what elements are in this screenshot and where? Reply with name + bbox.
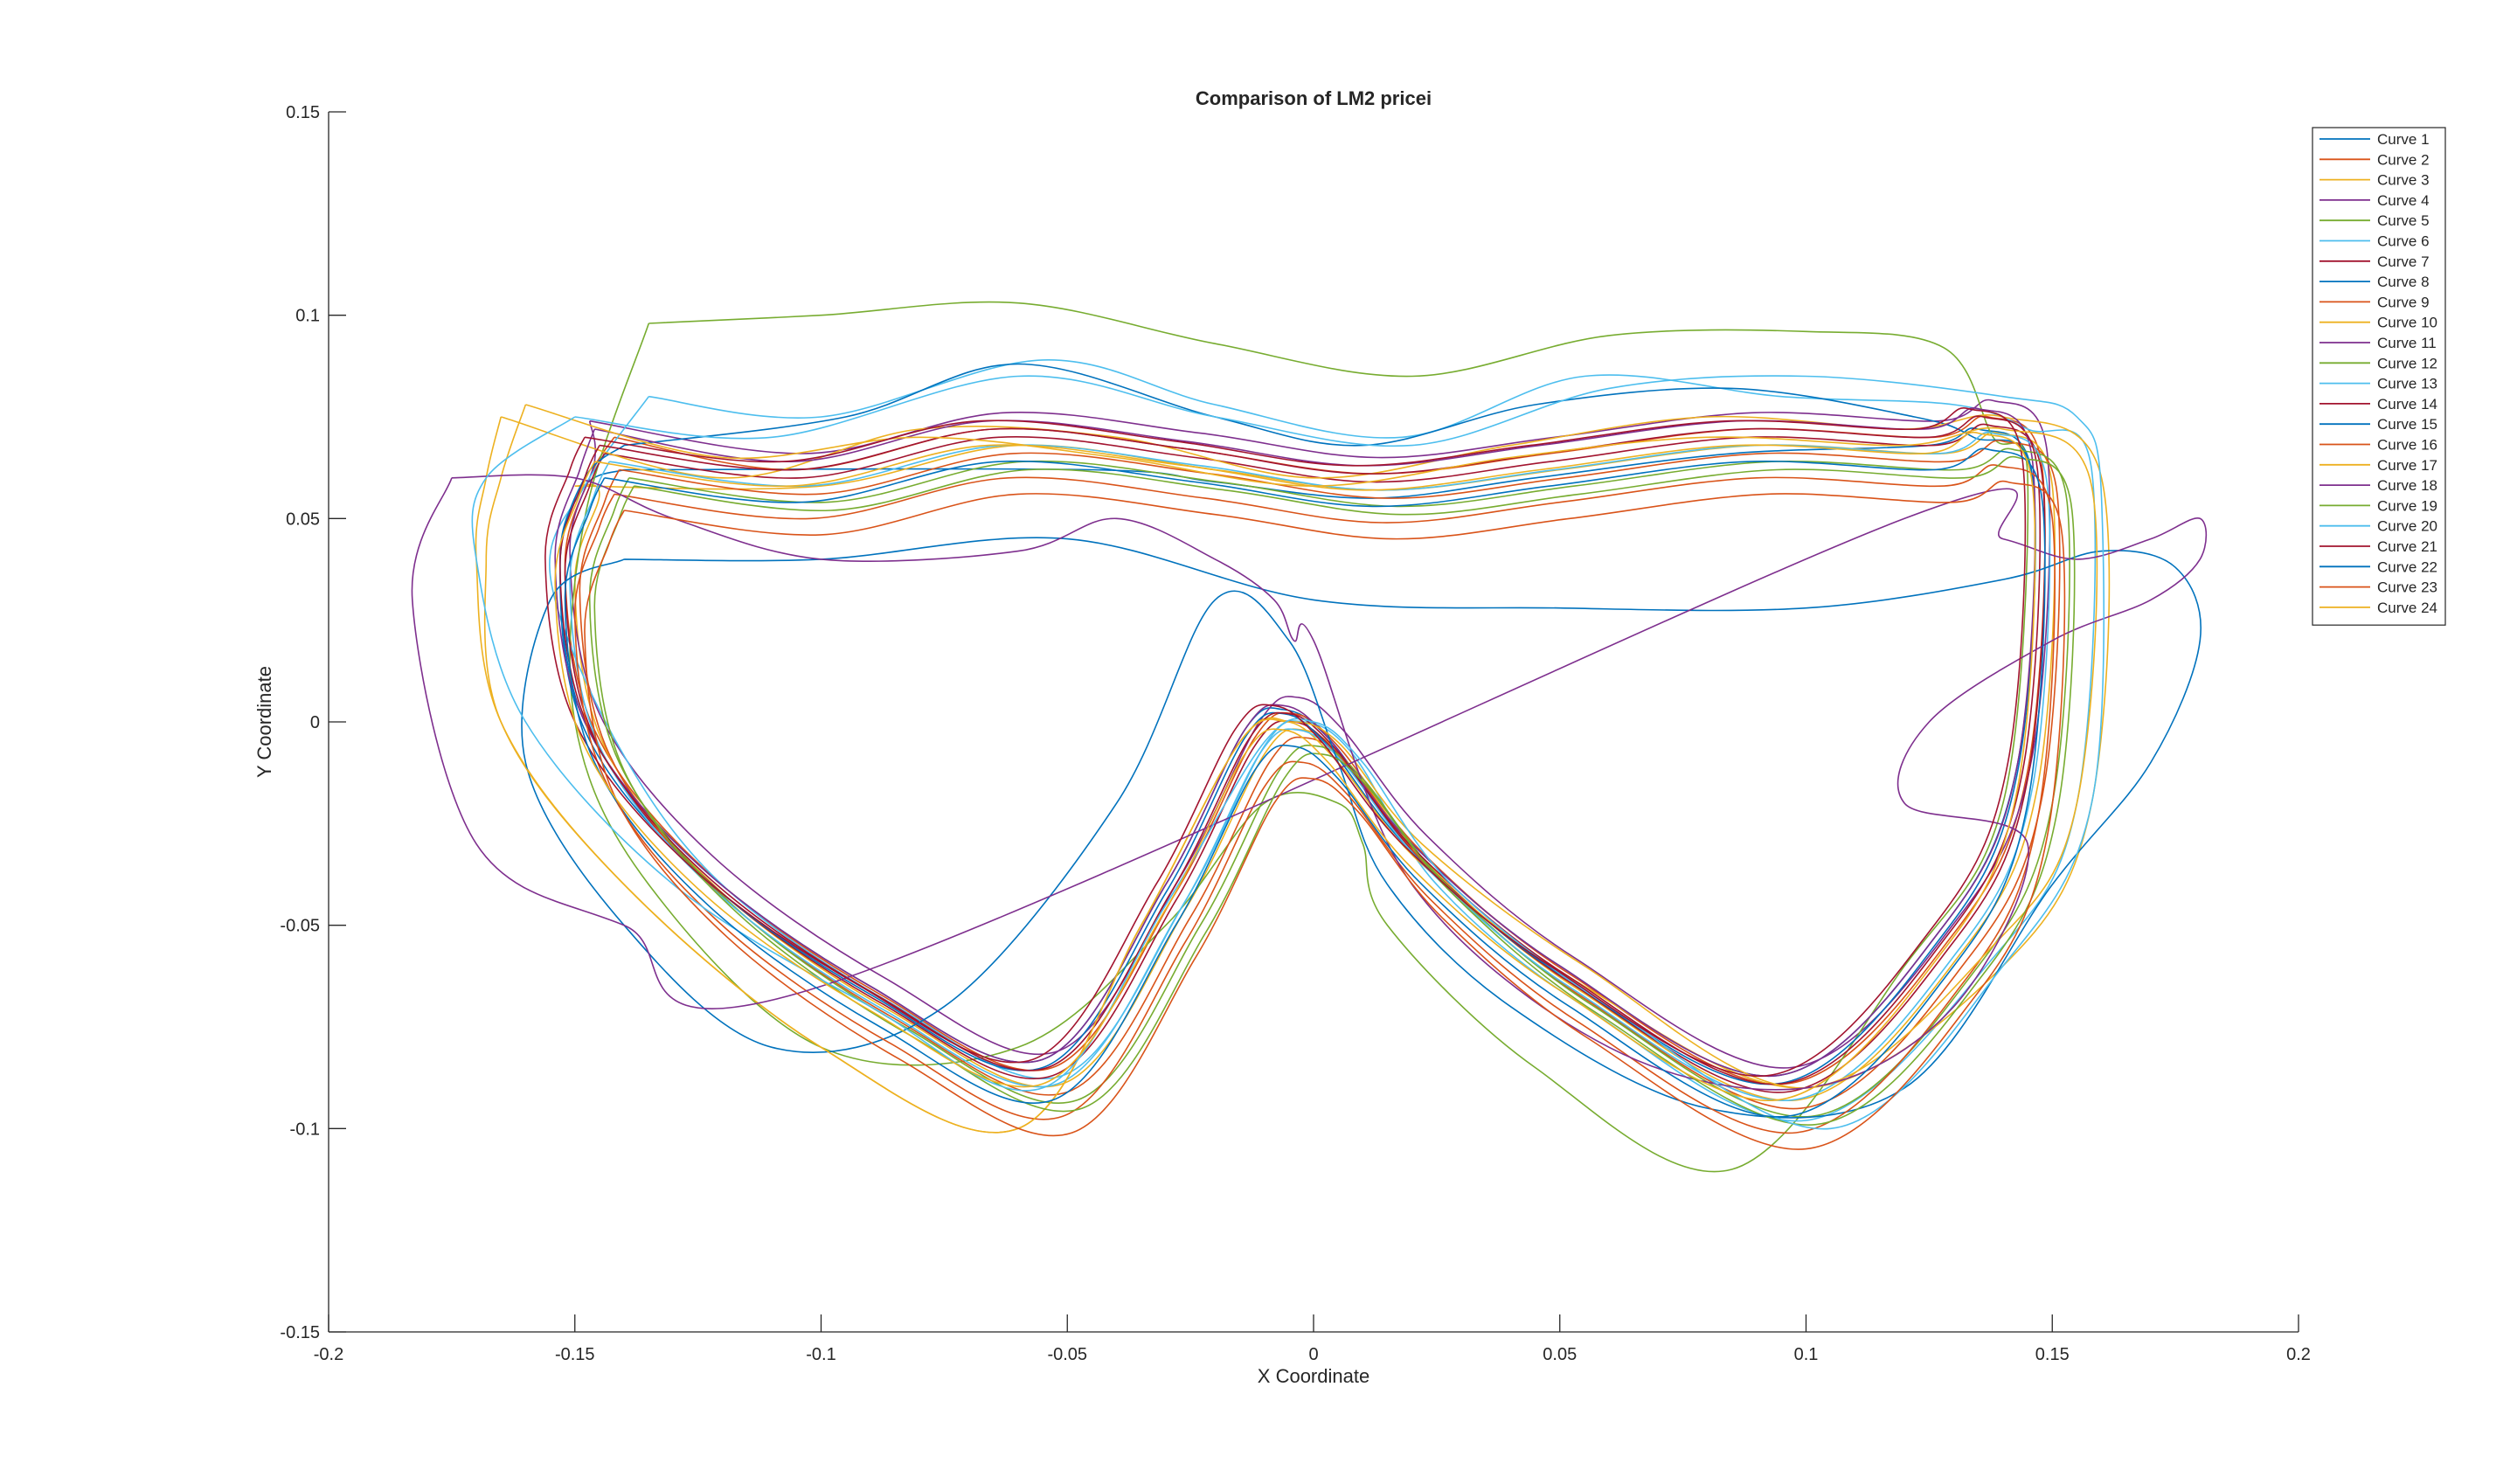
x-tick-label: 0.05 bbox=[1543, 1345, 1577, 1364]
legend-item-label: Curve 3 bbox=[2377, 172, 2430, 189]
x-tick-label: -0.1 bbox=[806, 1345, 836, 1364]
legend-item-label: Curve 24 bbox=[2377, 600, 2437, 616]
legend-item-label: Curve 16 bbox=[2377, 437, 2437, 454]
legend-item-label: Curve 1 bbox=[2377, 131, 2430, 148]
legend-box bbox=[2312, 127, 2446, 626]
legend-item-label: Curve 23 bbox=[2377, 579, 2437, 596]
y-tick-label: -0.05 bbox=[280, 917, 320, 936]
legend-item-label: Curve 22 bbox=[2377, 558, 2437, 575]
y-tick-label: 0.15 bbox=[286, 103, 320, 122]
series-line-curve-15 bbox=[521, 537, 2202, 1119]
series-line-curve-12 bbox=[588, 447, 2070, 1118]
legend-item-label: Curve 6 bbox=[2377, 233, 2430, 250]
x-tick-label: 0.2 bbox=[2286, 1345, 2311, 1364]
legend-item-label: Curve 19 bbox=[2377, 497, 2437, 514]
series-line-curve-18 bbox=[411, 474, 2208, 1091]
legend-item-label: Curve 11 bbox=[2377, 335, 2437, 351]
legend-item-label: Curve 12 bbox=[2377, 355, 2437, 371]
x-tick-label: 0.15 bbox=[2035, 1345, 2070, 1364]
x-axis-label: X Coordinate bbox=[1258, 1365, 1369, 1387]
x-tick-label: -0.05 bbox=[1047, 1345, 1087, 1364]
y-tick-label: 0.1 bbox=[295, 307, 320, 326]
legend-item-label: Curve 20 bbox=[2377, 518, 2437, 535]
series-line-curve-21 bbox=[544, 406, 2027, 1078]
x-tick-label: -0.2 bbox=[314, 1345, 343, 1364]
legend-item-label: Curve 15 bbox=[2377, 416, 2437, 433]
series-line-curve-16 bbox=[573, 464, 2056, 1134]
legend-item-label: Curve 4 bbox=[2377, 192, 2430, 209]
y-axis-label: Y Coordinate bbox=[253, 666, 275, 778]
series-line-curve-22 bbox=[564, 447, 2046, 1118]
legend[interactable]: Curve 1 Curve 2 Curve 3 Curve 4 Curve 5 Curve… bbox=[2312, 127, 2446, 626]
series-line-curve-6 bbox=[549, 359, 2097, 1122]
y-tick-label: -0.1 bbox=[290, 1120, 320, 1139]
x-tick-label: 0.1 bbox=[1794, 1345, 1819, 1364]
legend-item-label: Curve 21 bbox=[2377, 538, 2437, 555]
legend-item-label: Curve 2 bbox=[2377, 151, 2430, 168]
series-line-curve-23 bbox=[584, 480, 2066, 1150]
legend-item-label: Curve 17 bbox=[2377, 457, 2437, 474]
series-line-curve-13 bbox=[569, 431, 2051, 1102]
series-line-curve-7 bbox=[564, 423, 2046, 1093]
x-tick-label: 0 bbox=[1308, 1345, 1318, 1364]
y-tick-label: 0 bbox=[310, 713, 320, 732]
legend-item-label: Curve 5 bbox=[2377, 212, 2430, 229]
y-tick-label: 0.05 bbox=[286, 510, 320, 529]
legend-item-label: Curve 13 bbox=[2377, 376, 2437, 392]
legend-item-label: Curve 7 bbox=[2377, 253, 2430, 270]
series-line-curve-24 bbox=[554, 431, 2036, 1102]
series-line-curve-14 bbox=[558, 415, 2042, 1085]
legend-item-label: Curve 8 bbox=[2377, 274, 2430, 290]
legend-item-label: Curve 14 bbox=[2377, 396, 2437, 413]
chart-title: Comparison of LM2 pricei bbox=[1196, 87, 1432, 109]
series-layer bbox=[411, 301, 2208, 1173]
axes: -0.2 -0.15 -0.1 -0.05 0 0.05 0.1 0.15 0.2 -0.15 -0… bbox=[280, 103, 2311, 1364]
series-line-curve-9 bbox=[579, 440, 2061, 1110]
legend-item-label: Curve 9 bbox=[2377, 294, 2430, 310]
series-line-curve-4 bbox=[569, 399, 2051, 1069]
series-line-curve-20 bbox=[471, 375, 2105, 1130]
legend-item-label: Curve 10 bbox=[2377, 315, 2437, 331]
x-tick-label: -0.15 bbox=[555, 1345, 595, 1364]
legend-item-label: Curve 18 bbox=[2377, 477, 2437, 494]
y-tick-label: -0.15 bbox=[280, 1323, 320, 1342]
